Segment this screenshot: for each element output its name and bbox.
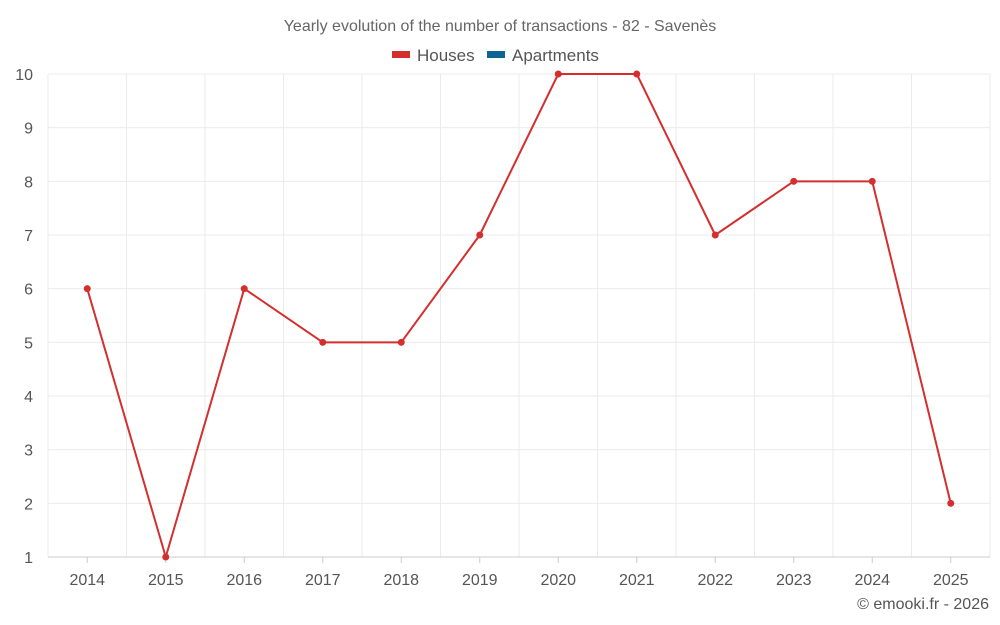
y-tick-label: 1 (24, 550, 33, 567)
y-tick-label: 7 (24, 228, 33, 245)
data-point-houses[interactable] (319, 338, 327, 346)
data-point-houses[interactable] (83, 285, 91, 293)
y-tick-label: 6 (24, 282, 33, 299)
y-tick-label: 9 (24, 121, 33, 138)
series-line-houses (86, 73, 952, 558)
legend: Houses Apartments (392, 46, 599, 65)
x-tick-label: 2019 (462, 572, 498, 589)
x-tick-label: 2020 (540, 572, 576, 589)
axes: 1 2 3 4 5 6 7 8 9 10 2014 2015 2016 2017 2018 2019 2020 2… (15, 67, 990, 589)
legend-swatch-apartments (487, 51, 505, 58)
y-tick-label: 4 (24, 389, 33, 406)
x-tick-label: 2018 (383, 572, 419, 589)
x-tick-label: 2024 (854, 572, 890, 589)
data-point-houses[interactable] (397, 338, 405, 346)
data-point-houses[interactable] (711, 231, 719, 239)
x-tick-label: 2015 (148, 572, 184, 589)
legend-label-apartments[interactable]: Apartments (512, 46, 599, 65)
x-tick-label: 2022 (697, 572, 733, 589)
legend-swatch-houses (392, 51, 410, 58)
y-tick-label: 10 (15, 67, 33, 84)
y-tick-label: 2 (24, 496, 33, 513)
y-tick-label: 8 (24, 174, 33, 191)
data-point-houses[interactable] (947, 499, 955, 507)
chart-title: Yearly evolution of the number of transa… (284, 18, 717, 35)
data-point-houses[interactable] (633, 70, 641, 78)
data-point-houses[interactable] (868, 177, 876, 185)
series (83, 70, 955, 561)
x-tick-label: 2016 (226, 572, 262, 589)
x-tick-label: 2021 (619, 572, 655, 589)
data-point-houses[interactable] (476, 231, 484, 239)
x-tick-label: 2017 (305, 572, 341, 589)
data-point-houses[interactable] (790, 177, 798, 185)
grid (47, 73, 991, 557)
credit: © emooki.fr - 2026 (857, 596, 989, 613)
x-tick-label: 2025 (933, 572, 969, 589)
y-tick-label: 5 (24, 335, 33, 352)
data-point-houses[interactable] (240, 285, 248, 293)
x-tick-label: 2014 (69, 572, 105, 589)
x-tick-label: 2023 (776, 572, 812, 589)
legend-label-houses[interactable]: Houses (417, 46, 475, 65)
data-point-houses[interactable] (554, 70, 562, 78)
data-point-houses[interactable] (162, 553, 170, 561)
y-tick-label: 3 (24, 443, 33, 460)
